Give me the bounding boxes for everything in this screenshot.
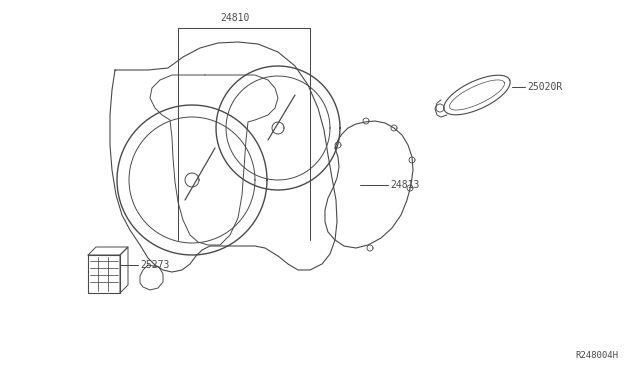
Text: R248004H: R248004H (575, 351, 618, 360)
Text: 24813: 24813 (390, 180, 419, 190)
Text: 24810: 24810 (220, 13, 250, 23)
Text: 25020R: 25020R (527, 82, 563, 92)
Text: 25273: 25273 (140, 260, 170, 270)
